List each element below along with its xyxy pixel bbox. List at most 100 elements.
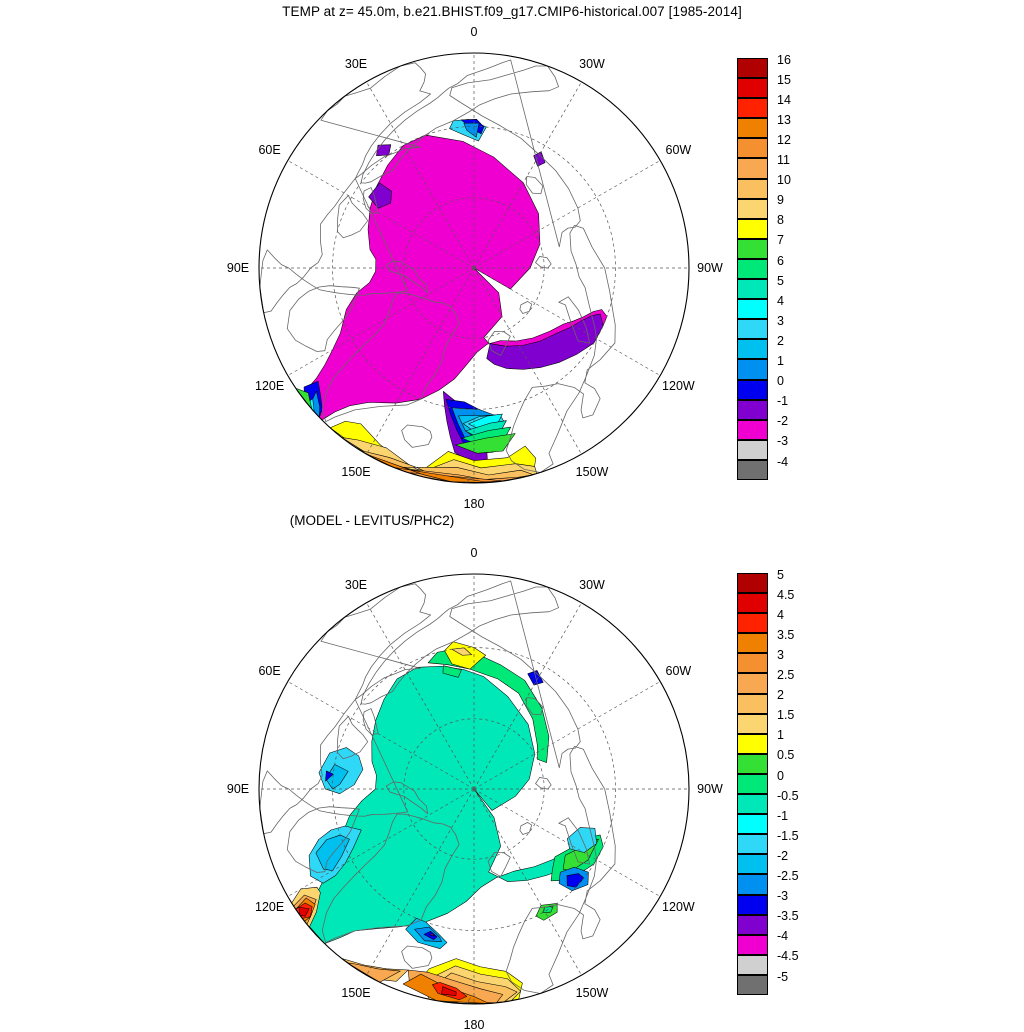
colorbar-top-tick-label: 14 bbox=[777, 92, 791, 107]
colorbar-bottom-swatch bbox=[737, 954, 768, 975]
colorbar-bottom-swatch bbox=[737, 573, 768, 594]
map-top-coastline bbox=[558, 296, 591, 344]
map-bottom-coastline bbox=[401, 945, 433, 969]
colorbar-bottom-tick-label: -2.5 bbox=[777, 869, 799, 884]
map-bottom-contour-band bbox=[423, 930, 438, 940]
map-bottom-contour-band bbox=[427, 648, 550, 763]
map-bottom-coastline bbox=[535, 777, 552, 790]
map-bottom-boundary-circle bbox=[258, 573, 690, 1005]
map-bottom-coastline bbox=[286, 806, 360, 873]
colorbar-bottom-tick-label: -4 bbox=[777, 929, 789, 944]
colorbar-bottom-swatch bbox=[737, 854, 768, 875]
map-bottom-coastline bbox=[487, 852, 511, 877]
colorbar-bottom-tick-label: 3 bbox=[777, 647, 784, 662]
map-top-contour-band bbox=[368, 182, 392, 209]
map-bottom-coastline bbox=[321, 813, 460, 943]
map-bottom-coastline bbox=[259, 699, 409, 835]
colorbar-bottom-tick-label: -0.5 bbox=[777, 788, 799, 803]
colorbar-top-swatch bbox=[737, 379, 768, 400]
colorbar-top-tick-label: 4 bbox=[777, 293, 784, 308]
map-top-longitude-label: 30W bbox=[579, 56, 605, 71]
map-bottom-contour-band bbox=[441, 986, 457, 996]
map-bottom-canvas bbox=[258, 573, 690, 1005]
map-top-coastline bbox=[362, 187, 379, 214]
colorbar-top-swatch bbox=[737, 138, 768, 159]
panel-model-field: 180 150W 120W 90W 60W 30W 0 30E 60E 90E 120E 150E 1… bbox=[0, 0, 1024, 512]
map-bottom-longitude-label: 30E bbox=[344, 577, 368, 592]
map-top-longitude-label: 60E bbox=[258, 143, 281, 157]
panel-subtitle-text: (MODEL - LEVITUS/PHC2) bbox=[289, 513, 455, 528]
map-top-longitude-label: 90W bbox=[697, 261, 723, 275]
colorbar-bottom-tick-label: -5 bbox=[777, 969, 789, 984]
colorbar-bottom-swatch bbox=[737, 794, 768, 815]
colorbar-top-swatch bbox=[737, 218, 768, 239]
colorbar-bottom-swatch bbox=[737, 633, 768, 654]
colorbar-top-tick-label: 12 bbox=[777, 132, 791, 147]
map-top-longitude-label: 150E bbox=[341, 465, 371, 480]
colorbar-top-swatch bbox=[737, 399, 768, 420]
colorbar-top-tick-label: 7 bbox=[777, 233, 784, 248]
polar-map-bottom: 180 150W 120W 90W 60W 30W 0 30E 60E 90E 120E 150E bbox=[227, 546, 723, 1032]
map-top-longitude-label: 90E bbox=[226, 261, 250, 275]
colorbar-bottom-swatch bbox=[737, 713, 768, 734]
colorbar-bottom-tick-label: -4.5 bbox=[777, 949, 799, 964]
map-top-coastline bbox=[525, 176, 544, 195]
colorbar-bottom-tick-label: -2 bbox=[777, 848, 789, 863]
colorbar-top-swatch bbox=[737, 258, 768, 280]
colorbar-top: 16 15 14 13 12 11 10 9 8 7 6 5 4 3 2 1 0 -1 -2 -3 -4 bbox=[737, 53, 837, 480]
colorbar-top-tick-label: 8 bbox=[777, 213, 784, 228]
colorbar-top-swatch bbox=[737, 319, 768, 340]
map-bottom-coastline bbox=[320, 583, 432, 700]
colorbar-top-tick-label: 16 bbox=[777, 52, 791, 67]
colorbar-bottom-swatch bbox=[737, 914, 768, 935]
colorbar-top-swatch bbox=[737, 299, 768, 320]
colorbar-bottom-swatch bbox=[737, 593, 768, 614]
colorbar-bottom-swatch bbox=[737, 773, 768, 795]
map-bottom-coastlines bbox=[259, 580, 616, 1004]
colorbar-top-tick-label: 10 bbox=[777, 173, 791, 188]
colorbar-top-swatch bbox=[737, 419, 768, 440]
map-bottom-latitude-circle bbox=[403, 718, 545, 860]
map-top-boundary-circle bbox=[258, 52, 690, 484]
map-top-coastline bbox=[336, 195, 369, 239]
colorbar-top-swatch bbox=[737, 78, 768, 99]
map-bottom-coastline bbox=[558, 817, 591, 865]
map-bottom-longitude-label: 90E bbox=[226, 782, 250, 796]
colorbar-bottom-tick-label: 1 bbox=[777, 728, 784, 743]
colorbar-bottom-swatch bbox=[737, 613, 768, 634]
colorbar-top-tick-label: -2 bbox=[777, 414, 789, 429]
map-bottom-longitude-label: 60E bbox=[258, 664, 281, 678]
colorbar-top-tick-label: 13 bbox=[777, 112, 791, 127]
colorbar-bottom-swatch bbox=[737, 673, 768, 694]
map-top-latitude-circle bbox=[403, 197, 545, 339]
colorbar-top-swatch bbox=[737, 339, 768, 360]
map-bottom-contour-band bbox=[429, 933, 435, 937]
colorbar-top-tick-label: 0 bbox=[777, 374, 784, 389]
colorbar-bottom-tick-label: 3.5 bbox=[777, 627, 795, 642]
map-bottom-coastline bbox=[360, 580, 581, 769]
colorbar-top-swatch bbox=[737, 118, 768, 139]
colorbar-top-tick-label: 9 bbox=[777, 193, 784, 208]
colorbar-bottom-tick-label: -1 bbox=[777, 808, 789, 823]
colorbar-bottom-tick-label: 4 bbox=[777, 607, 784, 622]
map-bottom-contour-band bbox=[325, 770, 334, 782]
map-top-longitude-label: 30E bbox=[344, 56, 368, 71]
map-bottom-coastline bbox=[505, 745, 616, 994]
colorbar-bottom-tick-label: 2 bbox=[777, 688, 784, 703]
colorbar-bottom-swatch bbox=[737, 834, 768, 855]
map-bottom-longitude-label: 180 bbox=[463, 1018, 485, 1032]
map-top-coastline bbox=[320, 62, 432, 179]
map-bottom-longitude-label: 150W bbox=[575, 986, 609, 1001]
map-top-canvas bbox=[258, 52, 690, 484]
map-bottom-longitude-label: 150E bbox=[341, 986, 371, 1001]
colorbar-top-tick-label: 15 bbox=[777, 72, 791, 87]
colorbar-bottom-tick-label: 0.5 bbox=[777, 748, 795, 763]
colorbar-bottom-tick-label: -1.5 bbox=[777, 828, 799, 843]
colorbar-top-tick-label: 1 bbox=[777, 354, 784, 369]
map-top-longitude-label: 120W bbox=[662, 379, 695, 393]
map-top-latitude-circle bbox=[332, 126, 616, 410]
map-bottom-graticule bbox=[259, 574, 689, 1004]
colorbar-bottom-tick-label: 4.5 bbox=[777, 587, 795, 602]
map-top-contour-band bbox=[486, 313, 604, 370]
